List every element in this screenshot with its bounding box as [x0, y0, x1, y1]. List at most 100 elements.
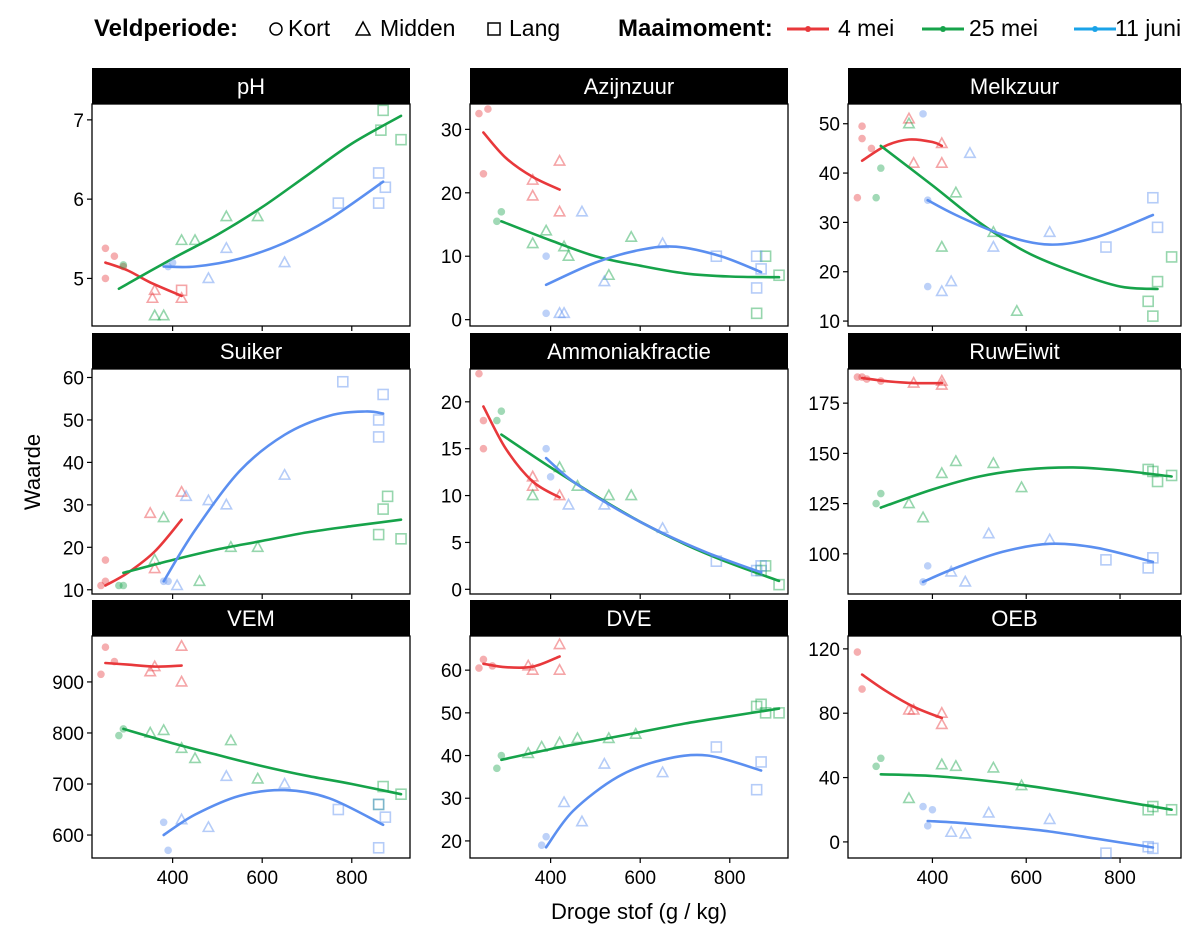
y-tick-label: 80: [819, 704, 840, 725]
y-tick-label: 60: [63, 368, 84, 389]
data-point-triangle: [935, 717, 949, 730]
data-point-circle: [493, 416, 501, 425]
data-point-circle: [542, 252, 550, 261]
data-point-circle: [542, 309, 550, 318]
data-point-square: [337, 375, 349, 388]
data-point-circle: [101, 244, 110, 253]
data-point-square: [379, 811, 392, 823]
data-point-circle: [853, 373, 862, 381]
panel-title: VEM: [227, 606, 275, 631]
legend-maai-title: Maaimoment:: [618, 15, 773, 42]
data-point-triangle: [539, 223, 553, 236]
data-point-triangle: [935, 239, 949, 252]
data-point-square: [1100, 847, 1112, 859]
data-point-triangle: [188, 751, 202, 764]
data-point-triangle: [949, 759, 963, 772]
data-point-triangle: [907, 156, 921, 168]
data-point-square: [372, 431, 385, 443]
data-point-triangle: [188, 233, 202, 246]
series-4-mei: [475, 369, 567, 501]
data-point-square: [381, 490, 394, 503]
data-point-triangle: [553, 153, 567, 166]
trend-line: [104, 261, 183, 298]
y-tick-label: 50: [819, 115, 840, 136]
legend-veld-title: Veldperiode:: [94, 15, 238, 42]
y-tick-label: 0: [829, 833, 840, 854]
data-point-triangle: [902, 116, 916, 129]
data-point-triangle: [1014, 480, 1029, 493]
y-tick-label: 40: [819, 769, 840, 790]
data-point-triangle: [219, 497, 233, 510]
data-point-square: [332, 803, 345, 816]
facet-panels: pH567Azijnzuur0102030Melkzuur1020304050S…: [52, 68, 1182, 889]
y-tick-label: 175: [808, 394, 840, 415]
data-point-circle: [497, 407, 506, 415]
y-tick-label: 10: [819, 312, 840, 333]
y-tick-label: 20: [819, 263, 840, 284]
data-point-circle: [479, 416, 488, 425]
data-point-triangle: [624, 488, 638, 501]
trend-line: [162, 180, 385, 269]
panel-suiker: Suiker 10 20 30 40 50 60: [63, 333, 411, 602]
data-point-triangle: [935, 156, 949, 168]
legend-triangle-icon: [354, 20, 372, 36]
data-point-square: [377, 104, 389, 117]
panel-frame: [469, 635, 789, 859]
data-point-square: [759, 250, 772, 263]
y-tick-label: 600: [52, 826, 84, 847]
y-tick-label: 6: [73, 190, 84, 211]
data-point-circle: [872, 762, 880, 771]
data-point-circle: [475, 109, 483, 118]
data-point-square: [1151, 221, 1164, 234]
panel-header: [470, 600, 788, 636]
data-point-triangle: [597, 274, 611, 287]
data-point-triangle: [557, 306, 571, 319]
series-4-mei: [101, 244, 189, 304]
data-point-triangle: [561, 249, 576, 262]
data-point-circle: [877, 754, 885, 763]
data-point-square: [372, 528, 385, 541]
data-point-circle: [110, 252, 119, 261]
y-tick-label: 15: [441, 440, 462, 461]
panel-header: [470, 68, 788, 104]
data-point-triangle: [982, 526, 996, 539]
trend-line: [117, 114, 403, 290]
data-point-circle: [919, 802, 927, 811]
panel-vem: VEM 600 700 800 900 400 600 800: [52, 600, 411, 889]
data-point-square: [755, 756, 767, 768]
data-point-triangle: [575, 204, 589, 217]
data-point-triangle: [526, 488, 540, 501]
data-point-square: [372, 167, 385, 179]
data-point-square: [372, 414, 385, 426]
y-tick-label: 900: [52, 673, 84, 694]
y-tick-label: 30: [63, 496, 84, 517]
panel-frame: [847, 103, 1182, 327]
panel-oeb: OEB 0 40 80 120 400 600 800: [808, 600, 1182, 889]
data-point-triangle: [201, 820, 216, 833]
panel-header: [848, 68, 1181, 104]
series-4-mei: [853, 373, 949, 390]
data-point-circle: [542, 832, 550, 841]
panel-frame: [469, 368, 789, 595]
data-point-triangle: [986, 760, 1000, 773]
legend-maai-dot-25mei: [940, 26, 946, 32]
data-point-square: [755, 698, 767, 711]
data-point-triangle: [553, 637, 567, 650]
trend-line: [879, 466, 1173, 509]
panel-melkzuur: Melkzuur 10 20 30 40 50: [819, 68, 1182, 333]
data-point-square: [1142, 295, 1154, 308]
data-point-triangle: [278, 776, 292, 789]
legend-maai-4mei: 4 mei: [838, 15, 894, 41]
data-point-triangle: [157, 510, 171, 523]
data-point-square: [372, 798, 385, 811]
series-25-mei: [115, 723, 407, 811]
data-point-circle: [537, 841, 546, 849]
y-tick-label: 40: [63, 453, 84, 474]
trend-line: [162, 410, 385, 583]
y-tick-label: 5: [73, 269, 84, 290]
data-point-circle: [923, 562, 932, 570]
data-point-circle: [858, 134, 866, 143]
series-25-mei: [493, 208, 785, 320]
data-point-circle: [484, 105, 492, 113]
data-point-triangle: [175, 291, 189, 304]
